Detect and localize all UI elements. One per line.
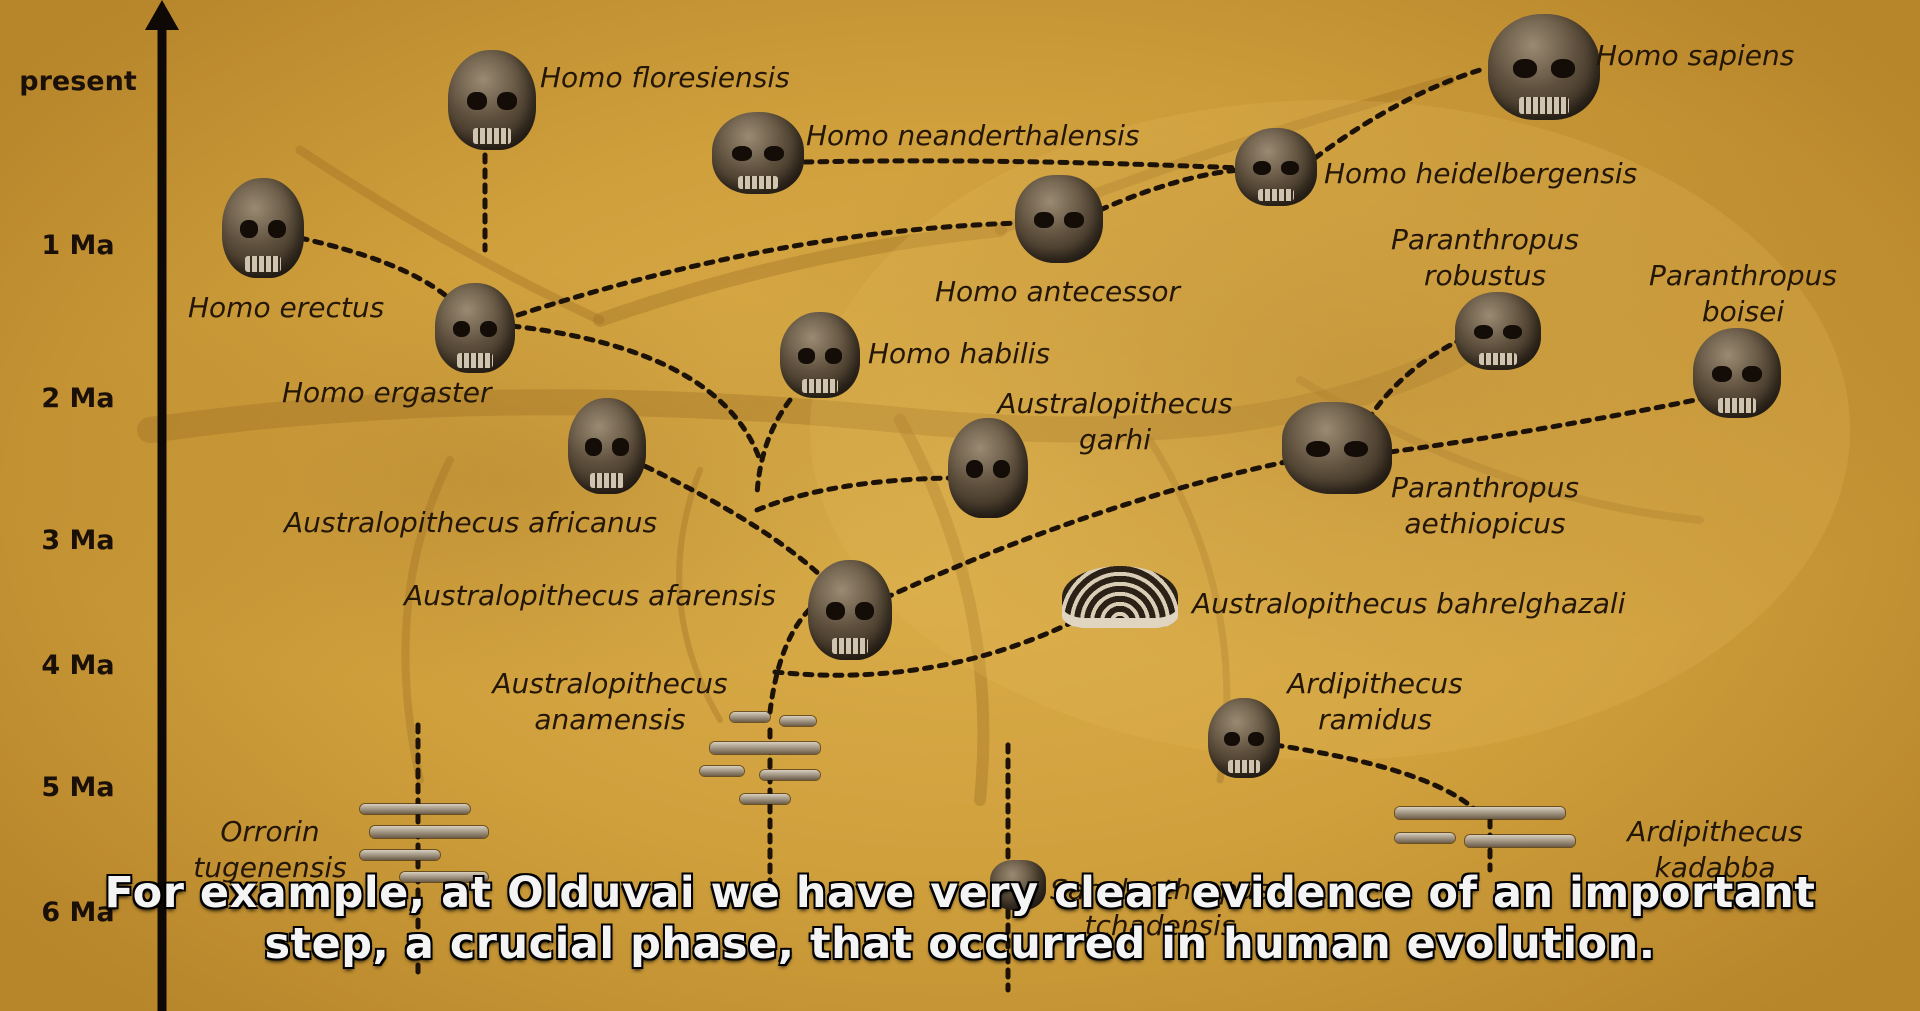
australopithecus-anamensis-bones-image xyxy=(700,710,830,810)
label-homo-heidelbergensis: Homo heidelbergensis xyxy=(1324,157,1638,190)
tick-2ma: 2 Ma xyxy=(41,383,115,414)
sahelanthropus-tchadensis-skull-image xyxy=(990,860,1046,910)
link-aethiopicus-robustus xyxy=(1365,337,1463,423)
link-heidelbergensis-sapiens xyxy=(1312,67,1483,161)
link-africanus-afarensis xyxy=(629,457,823,578)
australopithecus-bahrelghazali-jaw-image xyxy=(1062,566,1178,628)
homo-sapiens-skull-image xyxy=(1488,14,1600,120)
label-homo-habilis: Homo habilis xyxy=(868,337,1051,370)
link-anamensis-afarensis xyxy=(767,597,823,715)
label-homo-antecessor: Homo antecessor xyxy=(935,275,1181,308)
label-australopithecus-africanus: Australopithecus africanus xyxy=(284,506,658,539)
link-antecessor-heidelbergensis xyxy=(1097,167,1243,213)
australopithecus-africanus-skull-image xyxy=(568,398,646,494)
orrorin-tugenensis-bones-image xyxy=(360,800,490,890)
label-australopithecus-garhi: Australopithecus garhi xyxy=(997,387,1233,456)
subtitle-line-2: step, a crucial phase, that occurred in … xyxy=(264,919,1656,969)
tick-1ma: 1 Ma xyxy=(41,230,115,261)
label-ardipithecus-kadabba: Ardipithecus kadabba xyxy=(1627,815,1803,884)
video-subtitle: For example, at Olduvai we have very cle… xyxy=(0,868,1920,970)
link-erectus-ergaster xyxy=(297,235,448,298)
homo-ergaster-skull-image xyxy=(435,283,515,373)
paranthropus-boisei-skull-image xyxy=(1693,328,1781,418)
label-australopithecus-bahrelghazali: Australopithecus bahrelghazali xyxy=(1192,587,1626,620)
label-australopithecus-anamensis: Australopithecus anamensis xyxy=(492,667,728,736)
subtitle-line-1: For example, at Olduvai we have very cle… xyxy=(104,868,1816,918)
homo-habilis-skull-image xyxy=(780,312,860,398)
link-ergaster-fork xyxy=(509,323,763,463)
label-homo-erectus: Homo erectus xyxy=(188,291,385,324)
label-paranthropus-aethiopicus: Paranthropus aethiopicus xyxy=(1391,471,1579,540)
axis-arrow-icon xyxy=(145,0,179,30)
label-paranthropus-boisei: Paranthropus boisei xyxy=(1649,259,1837,328)
tick-3ma: 3 Ma xyxy=(41,525,115,556)
label-homo-floresiensis: Homo floresiensis xyxy=(540,61,790,94)
homo-antecessor-fossil-image xyxy=(1015,175,1103,263)
paranthropus-robustus-skull-image xyxy=(1455,292,1541,370)
label-homo-neanderthalensis: Homo neanderthalensis xyxy=(806,119,1140,152)
label-ardipithecus-ramidus: Ardipithecus ramidus xyxy=(1287,667,1463,736)
label-sahelanthropus-tchadensis: Sahelanthropus tchadensis xyxy=(1049,873,1271,942)
homo-floresiensis-skull-image xyxy=(448,50,536,150)
tick-present: present xyxy=(19,66,137,97)
link-habilis-fork xyxy=(754,397,793,498)
label-orrorin-tugenensis: Orrorin tugenensis xyxy=(193,815,347,884)
australopithecus-garhi-skull-image xyxy=(948,418,1028,518)
link-afarensis-aethiopicus xyxy=(882,457,1298,601)
link-ramidus-kadabba xyxy=(1272,742,1483,818)
tick-4ma: 4 Ma xyxy=(41,650,115,681)
link-aethiopicus-boisei xyxy=(1387,392,1723,455)
link-fork-garhi xyxy=(754,475,953,513)
link-anamensis-bahrelghazali xyxy=(772,605,1103,678)
tick-5ma: 5 Ma xyxy=(41,772,115,803)
label-homo-ergaster: Homo ergaster xyxy=(282,376,492,409)
link-neanderthalensis-heidelbergensis xyxy=(802,158,1243,171)
homo-erectus-skull-image xyxy=(222,178,304,278)
label-australopithecus-afarensis: Australopithecus afarensis xyxy=(404,579,776,612)
homo-neanderthalensis-skull-image xyxy=(712,112,804,194)
paranthropus-aethiopicus-skull-image xyxy=(1282,402,1392,494)
link-ergaster-antecessor xyxy=(515,220,1023,318)
ardipithecus-ramidus-skull-image xyxy=(1208,698,1280,778)
label-paranthropus-robustus: Paranthropus robustus xyxy=(1391,223,1579,292)
ardipithecus-kadabba-bones-image xyxy=(1395,805,1585,865)
homo-heidelbergensis-skull-image xyxy=(1235,128,1317,206)
australopithecus-afarensis-skull-image xyxy=(808,560,892,660)
tick-6ma: 6 Ma xyxy=(41,897,115,928)
label-homo-sapiens: Homo sapiens xyxy=(1596,39,1795,72)
